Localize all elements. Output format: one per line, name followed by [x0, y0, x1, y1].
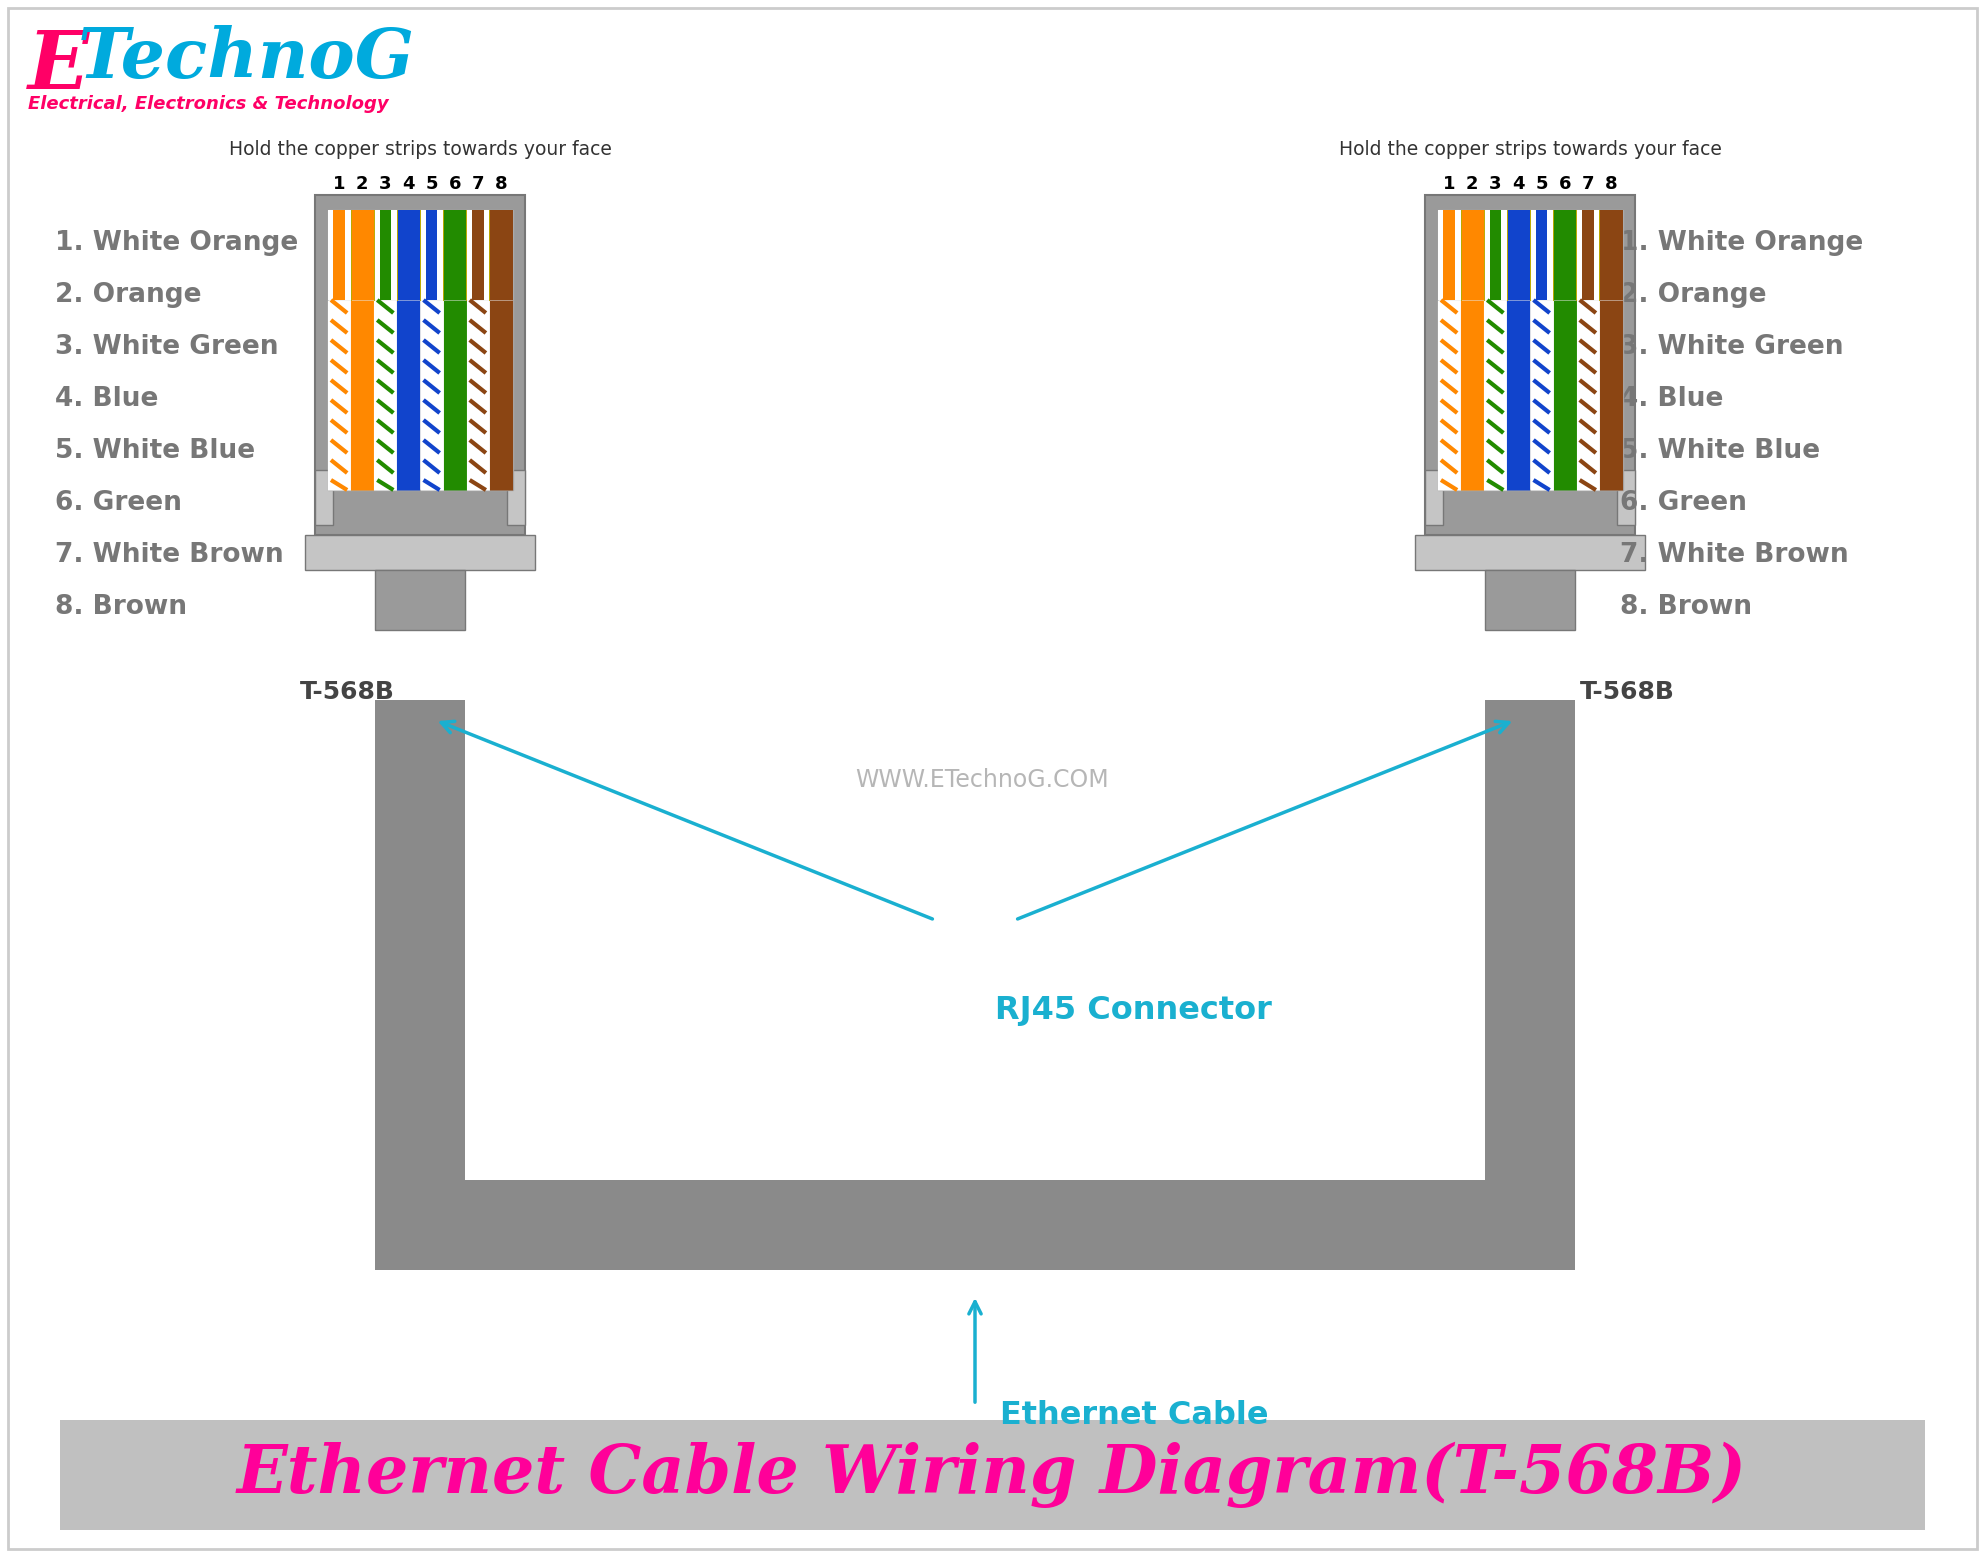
Bar: [379, 210, 391, 301]
Text: E: E: [28, 28, 89, 106]
Text: 3: 3: [1489, 174, 1501, 193]
Text: 3: 3: [379, 174, 391, 193]
Bar: [1443, 210, 1455, 301]
Bar: [397, 210, 421, 301]
Bar: [421, 210, 443, 301]
Text: T-568B: T-568B: [1580, 680, 1675, 704]
Text: 6: 6: [449, 174, 461, 193]
Bar: [316, 195, 524, 536]
Text: 1. White Orange: 1. White Orange: [1620, 230, 1864, 255]
Text: 1: 1: [333, 174, 345, 193]
Bar: [1576, 210, 1600, 301]
Bar: [1582, 210, 1594, 301]
Bar: [328, 210, 351, 301]
Text: 1: 1: [1443, 174, 1455, 193]
Bar: [1461, 210, 1483, 301]
Bar: [1425, 195, 1636, 536]
Bar: [375, 701, 464, 1271]
Text: 6. Green: 6. Green: [1620, 490, 1747, 515]
Text: 6: 6: [1558, 174, 1570, 193]
Bar: [373, 210, 397, 301]
Bar: [375, 1180, 1574, 1271]
Bar: [375, 570, 464, 631]
Text: Ethernet Cable Wiring Diagram(T-568B): Ethernet Cable Wiring Diagram(T-568B): [236, 1442, 1747, 1509]
Bar: [1600, 210, 1622, 301]
Text: 4. Blue: 4. Blue: [1620, 386, 1723, 413]
Text: 3. White Green: 3. White Green: [1620, 335, 1844, 360]
Text: T-568B: T-568B: [300, 680, 395, 704]
Text: Hold the copper strips towards your face: Hold the copper strips towards your face: [228, 140, 611, 159]
Bar: [466, 210, 490, 301]
Bar: [443, 210, 466, 301]
Text: 1. White Orange: 1. White Orange: [56, 230, 298, 255]
Bar: [1415, 536, 1646, 570]
Text: 5. White Blue: 5. White Blue: [1620, 438, 1820, 464]
Text: Ethernet Cable: Ethernet Cable: [1000, 1400, 1268, 1431]
Bar: [328, 210, 512, 490]
Bar: [464, 701, 1485, 1180]
Text: 4: 4: [1513, 174, 1524, 193]
Text: 4: 4: [403, 174, 415, 193]
Text: 3. White Green: 3. White Green: [56, 335, 278, 360]
Bar: [328, 210, 512, 301]
Bar: [1489, 210, 1501, 301]
Bar: [506, 470, 524, 525]
Text: 2. Orange: 2. Orange: [1620, 282, 1767, 308]
Bar: [1618, 470, 1636, 525]
Text: 7: 7: [1582, 174, 1594, 193]
Text: 7: 7: [472, 174, 484, 193]
Text: Electrical, Electronics & Technology: Electrical, Electronics & Technology: [28, 95, 389, 114]
Bar: [1536, 210, 1548, 301]
Text: 2. Orange: 2. Orange: [56, 282, 202, 308]
Text: 5. White Blue: 5. White Blue: [56, 438, 256, 464]
Text: 7. White Brown: 7. White Brown: [56, 542, 284, 568]
Text: 2: 2: [355, 174, 369, 193]
Text: TechnoG: TechnoG: [77, 25, 415, 92]
Bar: [1552, 210, 1576, 301]
Text: 6. Green: 6. Green: [56, 490, 183, 515]
Text: 5: 5: [425, 174, 439, 193]
Bar: [1437, 210, 1461, 301]
Bar: [490, 210, 512, 301]
Bar: [1485, 570, 1574, 631]
Text: 4. Blue: 4. Blue: [56, 386, 159, 413]
Text: 8: 8: [494, 174, 508, 193]
Text: WWW.ETechnoG.COM: WWW.ETechnoG.COM: [856, 768, 1110, 793]
Text: 8. Brown: 8. Brown: [56, 595, 187, 620]
Text: RJ45 Connector: RJ45 Connector: [994, 995, 1272, 1026]
Bar: [351, 210, 373, 301]
Text: 8. Brown: 8. Brown: [1620, 595, 1753, 620]
Bar: [1437, 210, 1622, 490]
Bar: [1425, 470, 1443, 525]
Text: 2: 2: [1467, 174, 1479, 193]
Bar: [306, 536, 536, 570]
Bar: [425, 210, 437, 301]
Bar: [1437, 210, 1622, 301]
Bar: [472, 210, 484, 301]
Text: Hold the copper strips towards your face: Hold the copper strips towards your face: [1338, 140, 1721, 159]
Bar: [60, 1420, 1925, 1531]
Text: 8: 8: [1604, 174, 1618, 193]
Text: 7. White Brown: 7. White Brown: [1620, 542, 1848, 568]
Bar: [1485, 701, 1574, 1271]
Bar: [1483, 210, 1507, 301]
Bar: [1507, 210, 1530, 301]
Bar: [316, 470, 333, 525]
Text: 5: 5: [1534, 174, 1548, 193]
Bar: [1530, 210, 1552, 301]
Bar: [333, 210, 345, 301]
